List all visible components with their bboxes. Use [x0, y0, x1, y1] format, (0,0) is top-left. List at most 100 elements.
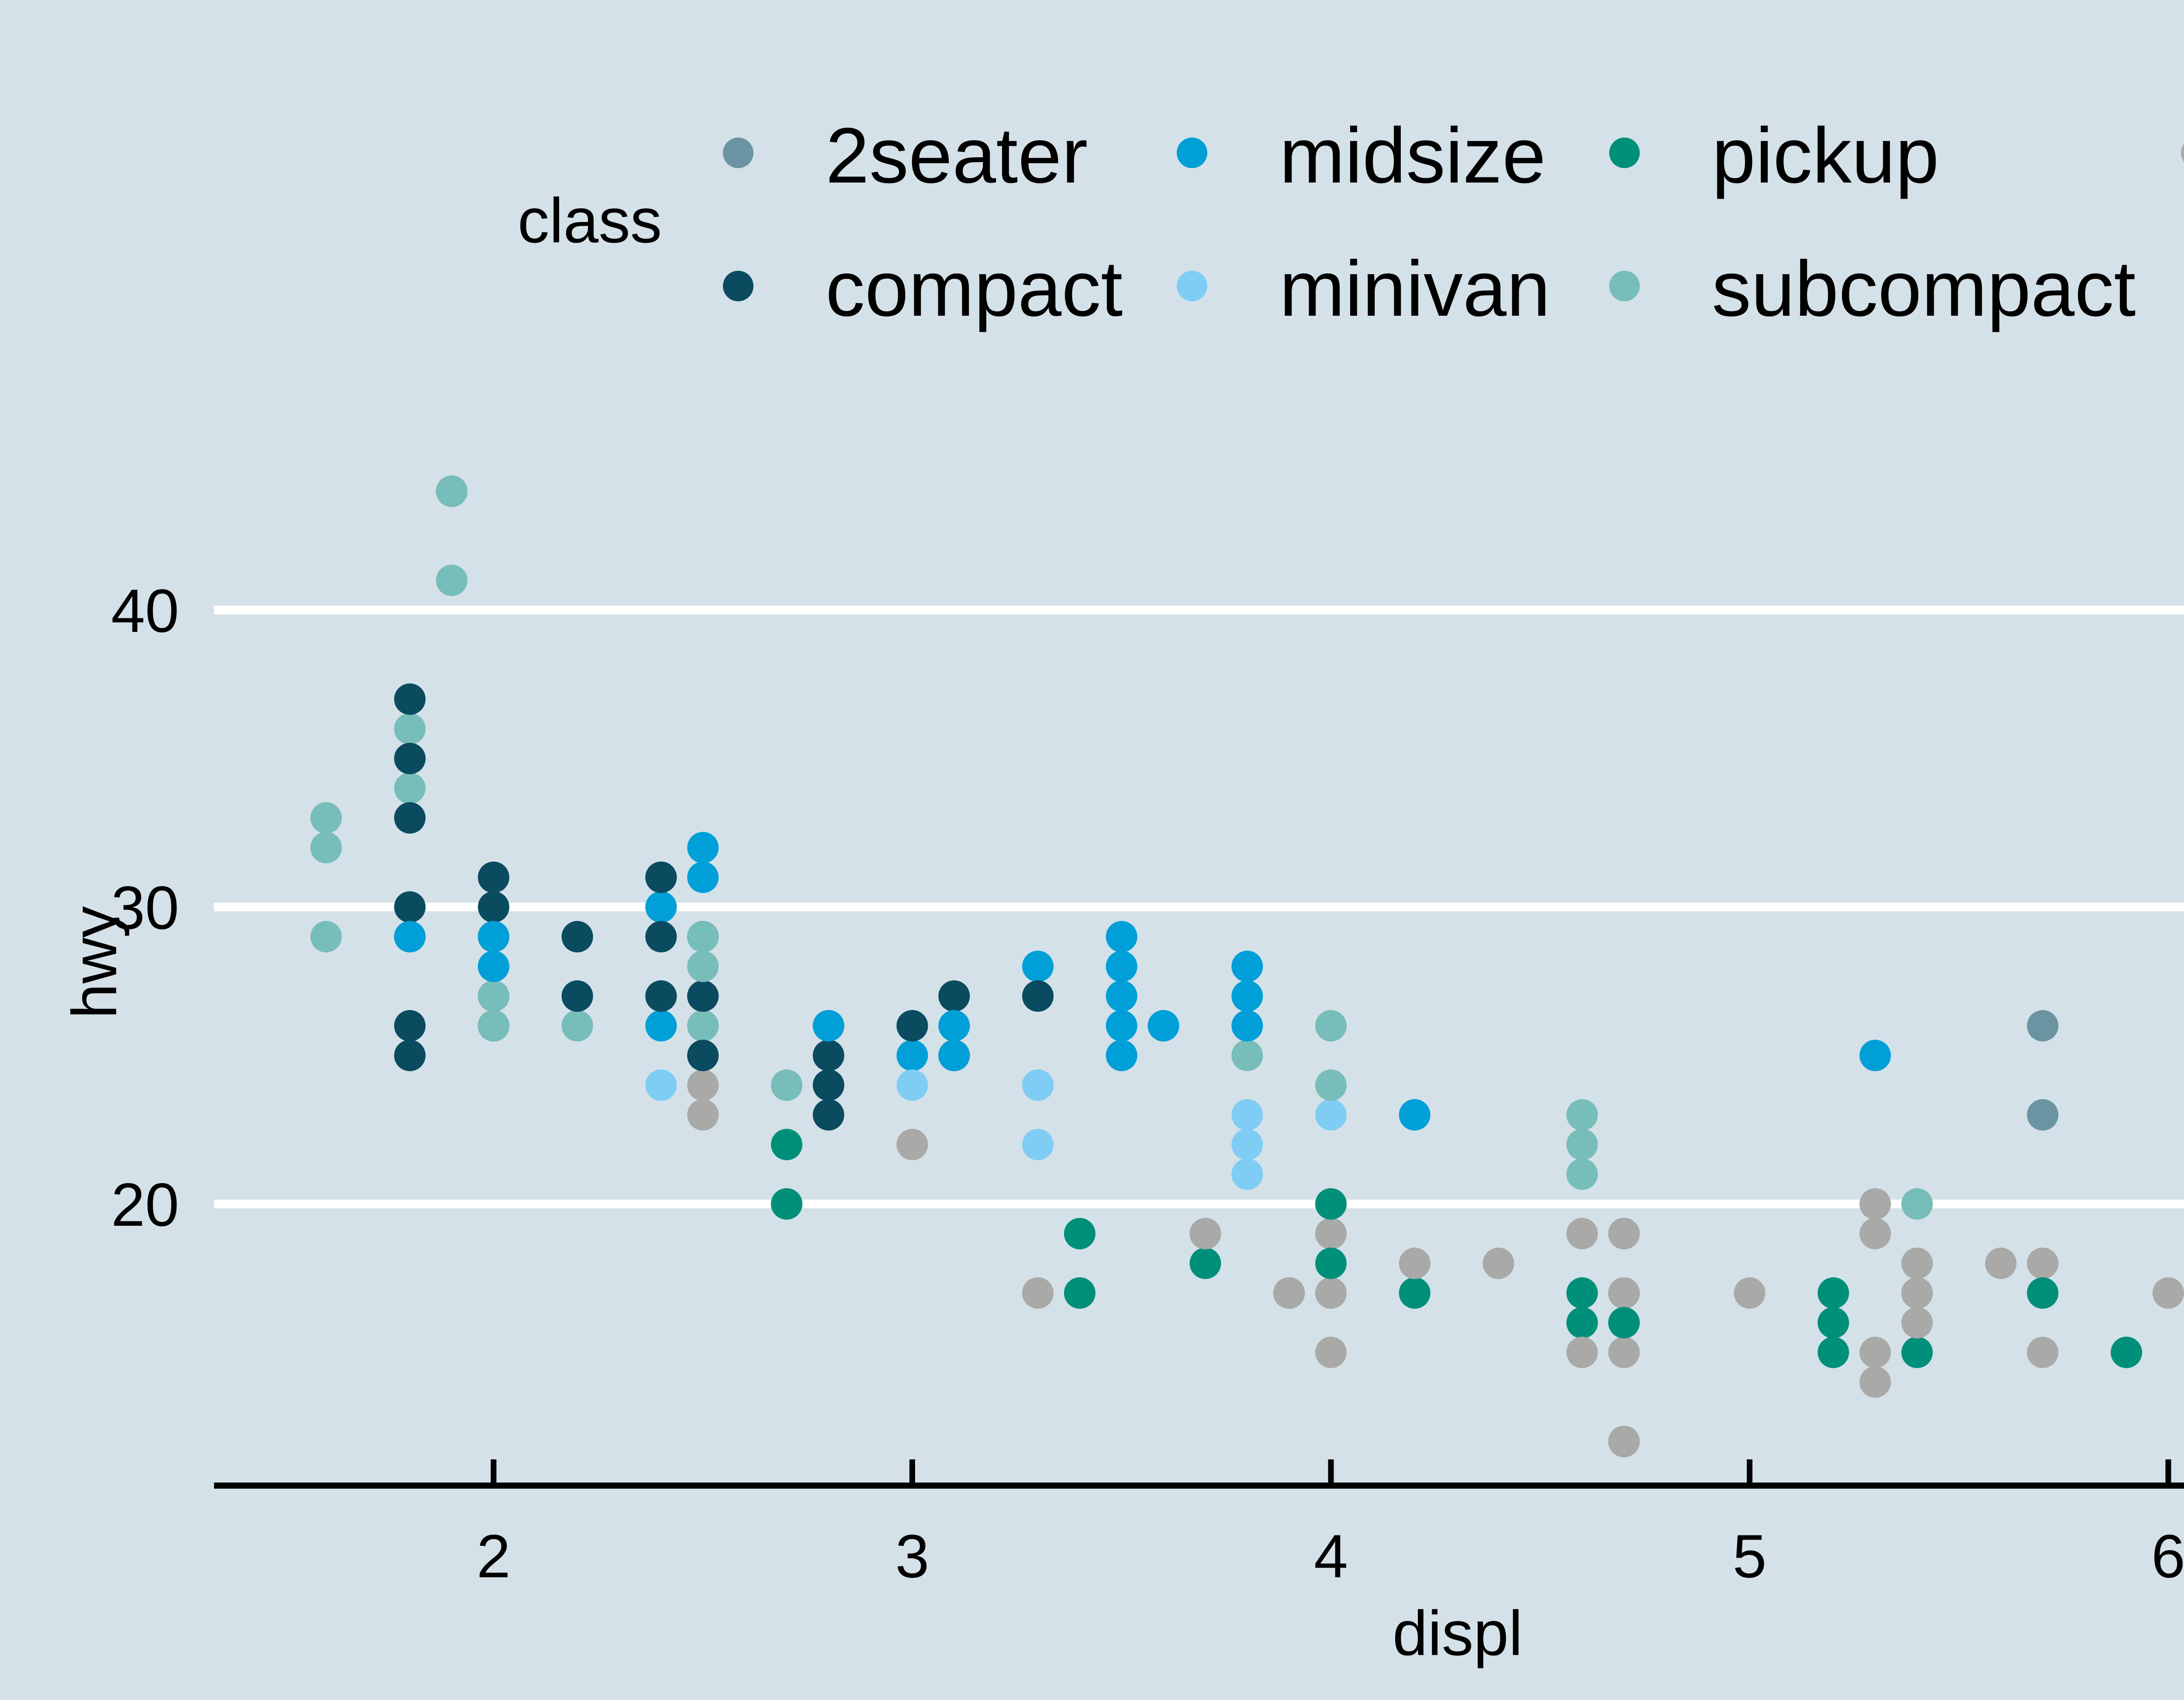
- data-point: [645, 1010, 677, 1041]
- data-point: [687, 1069, 719, 1101]
- legend-label-subcompact: subcompact: [1712, 245, 2136, 333]
- data-point: [1566, 1099, 1598, 1131]
- data-point: [1399, 1277, 1431, 1309]
- data-point: [394, 921, 426, 952]
- data-point: [645, 1069, 677, 1101]
- data-point: [310, 802, 342, 834]
- data-point: [1064, 1218, 1095, 1249]
- data-point: [1231, 1129, 1263, 1160]
- data-point: [310, 921, 342, 952]
- data-point: [1734, 1277, 1766, 1309]
- gridlines: [214, 606, 2184, 1208]
- data-point: [1566, 1159, 1598, 1190]
- data-point: [436, 476, 468, 507]
- data-point: [1608, 1426, 1640, 1457]
- data-point: [1106, 980, 1137, 1012]
- legend-dot-pickup-icon: [1609, 138, 1640, 168]
- data-point: [1399, 1248, 1431, 1279]
- data-point: [938, 1040, 970, 1071]
- data-point: [1022, 1129, 1054, 1160]
- data-point: [394, 891, 426, 923]
- y-axis-title: hwy: [59, 906, 130, 1019]
- data-point: [478, 921, 509, 952]
- data-point: [812, 1069, 844, 1101]
- data-point: [561, 1010, 593, 1041]
- data-point: [687, 1010, 719, 1041]
- x-tick-label-6: 6: [2151, 1522, 2184, 1590]
- data-point: [1566, 1218, 1598, 1249]
- data-point: [394, 772, 426, 804]
- data-point: [2027, 1337, 2059, 1368]
- data-point: [2027, 1010, 2059, 1041]
- data-point: [1608, 1307, 1640, 1338]
- data-point: [1315, 1188, 1347, 1220]
- x-axis-title: displ: [1393, 1598, 1523, 1669]
- data-point: [2027, 1277, 2059, 1309]
- x-tick-label-4: 4: [1314, 1522, 1348, 1590]
- data-point: [771, 1069, 802, 1101]
- data-point: [687, 921, 719, 952]
- data-point: [938, 1010, 970, 1041]
- data-point: [1901, 1188, 1933, 1220]
- x-tick-label-2: 2: [477, 1522, 511, 1590]
- data-point: [687, 832, 719, 863]
- data-point: [1566, 1129, 1598, 1160]
- data-point: [1818, 1337, 1849, 1368]
- data-point: [1147, 1010, 1179, 1041]
- data-point: [561, 980, 593, 1012]
- data-point: [1315, 1248, 1347, 1279]
- data-point: [896, 1069, 928, 1101]
- legend-dot-midsize-icon: [1177, 138, 1207, 168]
- y-tick-label-20: 20: [111, 1170, 179, 1239]
- x-tick-labels: 234567: [477, 1522, 2184, 1590]
- data-point: [896, 1040, 928, 1071]
- data-point: [1106, 1040, 1137, 1071]
- legend-label-2seater: 2seater: [826, 112, 1088, 200]
- data-point: [1859, 1337, 1891, 1368]
- data-point: [1106, 921, 1137, 952]
- data-point: [1399, 1099, 1431, 1131]
- data-point: [1231, 1040, 1263, 1071]
- data-point: [1566, 1307, 1598, 1338]
- data-point: [561, 921, 593, 952]
- data-point: [1608, 1337, 1640, 1368]
- data-point: [645, 891, 677, 923]
- data-point: [394, 1010, 426, 1041]
- data-point: [1231, 1159, 1263, 1190]
- data-point: [1189, 1218, 1221, 1249]
- legend-item-suv: suv: [2181, 114, 2184, 192]
- legend-item-compact: compact: [723, 245, 1123, 333]
- data-point: [394, 683, 426, 715]
- legend-label-compact: compact: [826, 245, 1123, 333]
- data-point: [645, 921, 677, 952]
- data-point: [771, 1129, 802, 1160]
- x-axis-ticks: [491, 1459, 2171, 1483]
- data-point: [1859, 1366, 1891, 1398]
- data-point: [1985, 1248, 2017, 1279]
- data-point: [1315, 1069, 1347, 1101]
- legend-label-minivan: minivan: [1279, 245, 1551, 333]
- x-tick-label-5: 5: [1733, 1522, 1767, 1590]
- data-point: [1901, 1248, 1933, 1279]
- data-point: [687, 951, 719, 982]
- data-point: [1901, 1277, 1933, 1309]
- data-point: [1859, 1188, 1891, 1220]
- legend-dot-2seater-icon: [723, 138, 753, 168]
- legend-item-2seater: 2seater: [723, 114, 1088, 195]
- data-point: [1315, 1337, 1347, 1368]
- data-point: [2027, 1099, 2059, 1131]
- data-point: [1315, 1277, 1347, 1309]
- data-point: [1022, 1069, 1054, 1101]
- legend-label-pickup: pickup: [1712, 112, 1939, 200]
- y-tick-labels: 20 30 40: [111, 576, 179, 1239]
- data-point: [812, 1099, 844, 1131]
- data-point: [2027, 1248, 2059, 1279]
- data-point: [1022, 980, 1054, 1012]
- data-point: [1859, 1040, 1891, 1071]
- legend-dot-suv-icon: [2181, 138, 2184, 168]
- data-points: [310, 476, 2184, 1457]
- data-point: [1901, 1307, 1933, 1338]
- data-point: [478, 1010, 509, 1041]
